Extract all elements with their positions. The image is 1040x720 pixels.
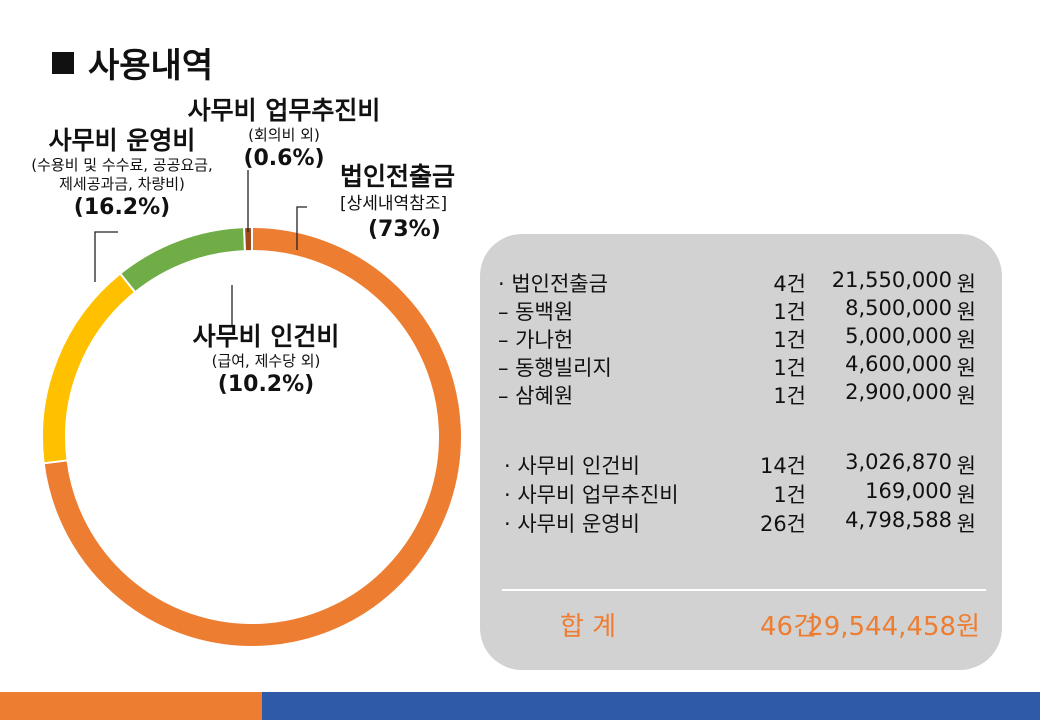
row-name: · 사무비 운영비 [504,512,640,536]
label-staff-sub: (급여, 제수당 외) [211,352,321,370]
row-unit: 원 [956,512,976,536]
total-label: 합 계 [560,612,617,642]
row-unit: 원 [956,384,976,408]
row-amount: 4,798,588 [845,508,952,532]
label-meeting-name: 사무비 업무추진비 [187,96,381,125]
label-staff: 사무비 인건비 (급여, 제수당 외) (10.2%) [176,322,356,399]
row-unit: 원 [956,300,976,324]
footer-bar-orange [0,692,262,720]
label-corp-name: 법인전출금 [340,162,456,191]
row-count: 1건 [773,483,806,507]
row-unit: 원 [956,356,976,380]
row-amount: 21,550,000 [831,268,952,292]
label-corp-sub: [상세내역참조] [340,194,448,214]
donut-slice-3 [243,225,253,253]
total-count: 46건 [759,612,817,642]
label-staff-pct: (10.2%) [217,372,315,397]
row-amount: 2,900,000 [845,380,952,404]
row-name: – 가나헌 [498,328,574,352]
label-meeting-pct: (0.6%) [243,146,325,171]
footer-bar-blue [262,692,1040,720]
page-title-text: 사용내역 [88,46,214,86]
row-count: 4건 [773,272,806,296]
leader-line-corp [296,206,307,250]
label-corp-pct: (73%) [368,217,441,242]
label-meeting: 사무비 업무추진비 (회의비 외) (0.6%) [176,96,392,173]
row-name: – 삼혜원 [498,384,574,408]
total-row: 합 계 46건 29,544,458원 [480,606,1002,642]
row-name: – 동행빌리지 [498,356,612,380]
label-ops: 사무비 운영비 (수용비 및 수수료, 공공요금, 제세공과금, 차량비) (1… [8,126,236,222]
row-count: 14건 [759,454,806,478]
table-row: – 가나헌 1건 5,000,000 원 [480,324,1002,352]
table-row: – 동백원 1건 8,500,000 원 [480,296,1002,324]
leader-line-ops [94,231,118,282]
row-count: 1건 [773,356,806,380]
label-ops-name: 사무비 운영비 [48,126,196,155]
row-unit: 원 [956,483,976,507]
row-count: 1건 [773,328,806,352]
row-amount: 169,000 [865,479,952,503]
row-amount: 3,026,870 [845,450,952,474]
label-staff-name: 사무비 인건비 [192,322,340,351]
row-name: · 사무비 업무추진비 [504,483,679,507]
label-ops-sub2: 제세공과금, 차량비) [59,175,185,193]
row-amount: 8,500,000 [845,296,952,320]
label-ops-sub1: (수용비 및 수수료, 공공요금, [31,156,213,174]
label-corp-transfer: 법인전출금 [상세내역참조] (73%) [340,162,455,244]
row-unit: 원 [956,272,976,296]
table-row: · 사무비 인건비 14건 3,026,870 원 [480,450,1002,478]
row-count: 1건 [773,300,806,324]
label-meeting-sub: (회의비 외) [248,126,320,144]
row-count: 1건 [773,384,806,408]
row-unit: 원 [956,328,976,352]
page-title: 사용내역 [52,38,213,87]
table-row: – 삼혜원 1건 2,900,000 원 [480,380,1002,408]
row-unit: 원 [956,454,976,478]
square-bullet-icon [52,51,74,74]
total-amount: 29,544,458원 [807,612,980,642]
row-amount: 5,000,000 [845,324,952,348]
row-count: 26건 [759,512,806,536]
divider [502,589,986,591]
donut-slice-1 [41,272,137,465]
row-amount: 4,600,000 [845,352,952,376]
table-row: · 사무비 운영비 26건 4,798,588 원 [480,508,1002,536]
row-name: · 사무비 인건비 [504,454,640,478]
table-row: · 사무비 업무추진비 1건 169,000 원 [480,479,1002,507]
label-ops-pct: (16.2%) [73,195,171,220]
donut-slice-2 [118,226,247,294]
summary-panel: · 법인전출금 4건 21,550,000 원 – 동백원 1건 8,500,0… [480,234,1002,670]
row-name: · 법인전출금 [498,272,608,296]
row-name: – 동백원 [498,300,574,324]
table-row: · 법인전출금 4건 21,550,000 원 [480,268,1002,296]
table-row: – 동행빌리지 1건 4,600,000 원 [480,352,1002,380]
